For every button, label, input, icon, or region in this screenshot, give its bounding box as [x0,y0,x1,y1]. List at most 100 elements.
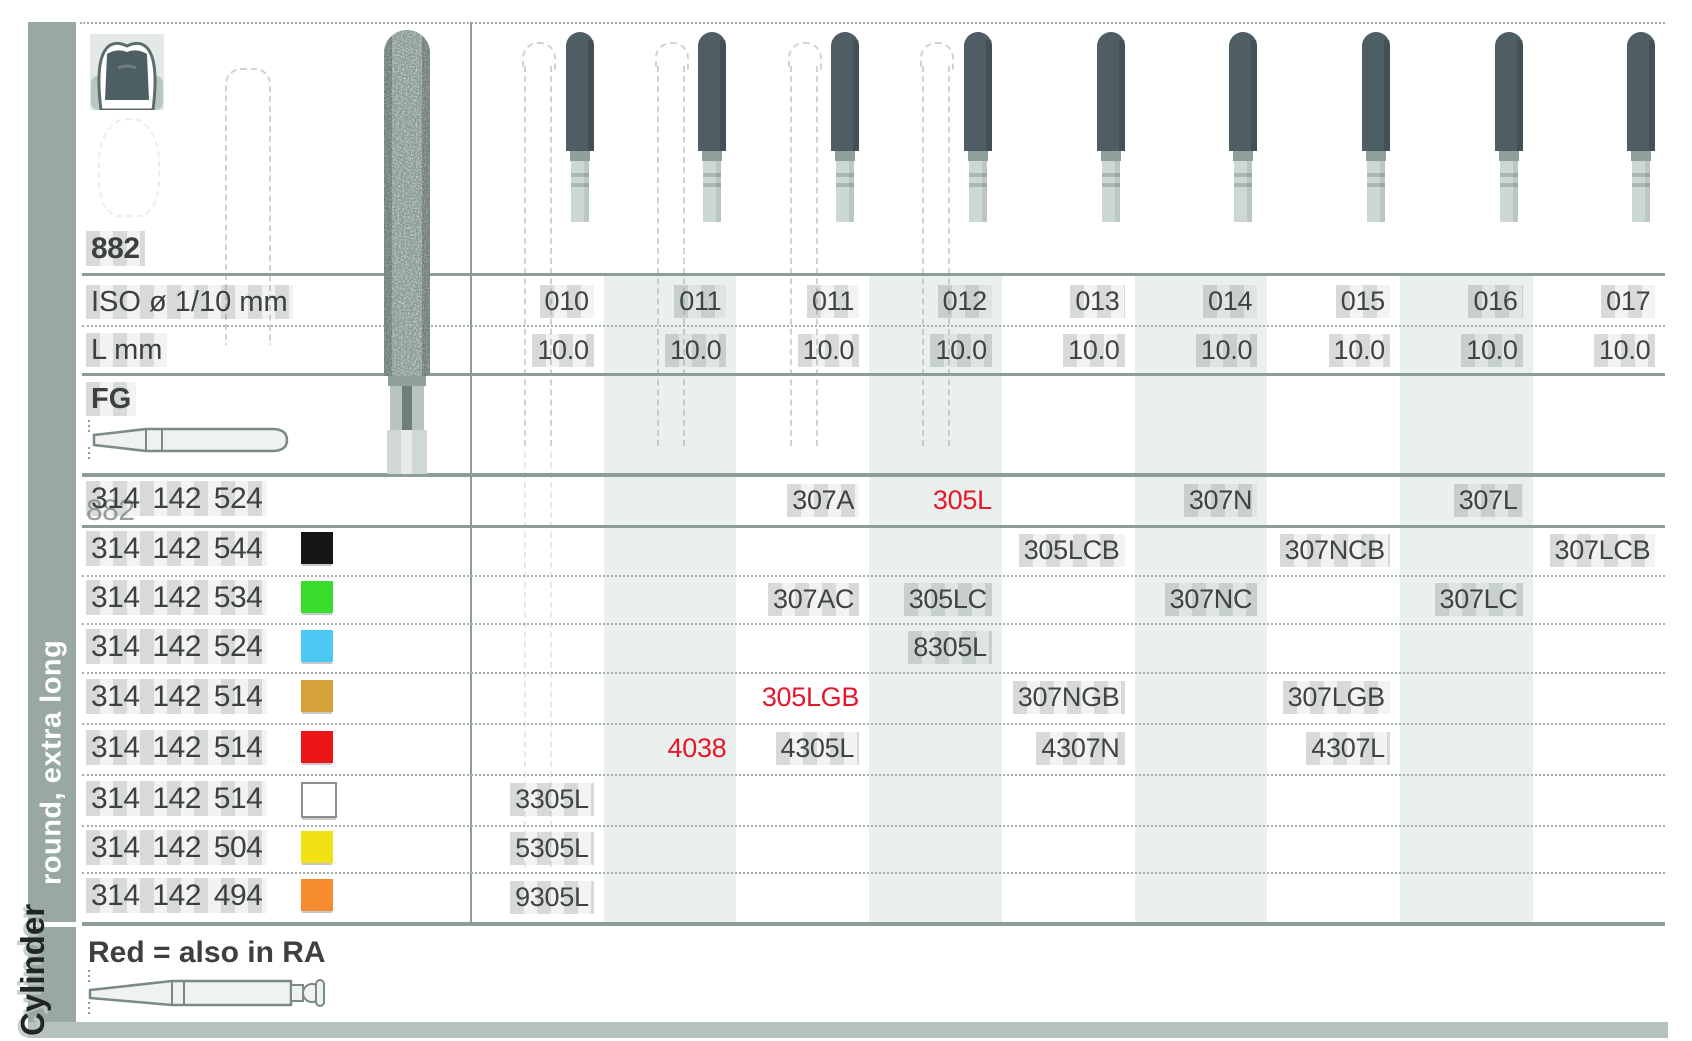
column-stripe [1399,273,1533,922]
product-number: 307N [1183,483,1258,517]
order-code-text: 314 142 514 [86,678,268,714]
product-number: 307L [1453,483,1523,517]
tooth-icon [90,34,164,115]
product-cell: 4305L [689,732,860,766]
rule-iso-l [82,325,1665,327]
ghost-bur-line [550,452,553,867]
bur-photo-column [1491,30,1527,227]
length-value: 10.0 [1461,333,1523,367]
iso-value-cell: 016 [1373,284,1523,318]
length-value: 10.0 [930,333,992,367]
length-value-cell: 10.0 [1107,333,1258,367]
length-value: 10.0 [1593,333,1656,367]
mount-type-label-text: FG [86,382,137,416]
product-number: 307NC [1164,582,1258,616]
top-rule [80,22,1665,24]
product-number: 3305L [510,783,594,816]
grit-ring-gold [301,679,333,712]
mount-type-label: FG [86,382,137,416]
row-separator-solid [82,525,1665,528]
ghost-figure-number: 882 [86,494,135,528]
product-number: 307LC [1434,582,1523,616]
length-value: 10.0 [532,333,594,367]
iso-value: 011 [806,284,860,318]
order-code: 314 142 544 [86,531,268,566]
order-code-text: 314 142 524 [86,628,268,664]
product-number: 307LGB [1282,681,1390,714]
length-value-cell: 10.0 [842,333,992,367]
order-code: 314 142 514 [86,678,268,714]
grit-ring-blue [301,629,333,662]
iso-value: 012 [937,284,992,318]
product-cell: 4038 [556,732,727,766]
column-stripe [1134,273,1268,922]
ghost-bur-outline [225,68,271,345]
order-code-text: 314 142 544 [86,531,268,566]
row-separator-dotted [82,672,1665,674]
grit-ring-white [301,781,337,818]
product-number-red: 305L [932,484,992,515]
iso-value-cell: 010 [444,284,594,318]
column-stripe [603,273,737,922]
figure-number: 882 [86,231,145,266]
length-value-cell: 10.0 [444,333,594,367]
product-cell: 307AC [689,582,860,616]
order-code-text: 314 142 524 [86,481,268,516]
bur-photo-column [827,30,863,227]
product-cell: 5305L [424,832,594,866]
order-code: 314 142 514 [86,729,268,765]
order-code-text: 314 142 494 [86,878,268,913]
ghost-bur-cap [522,42,557,70]
ghost-bur-line [922,66,925,446]
ghost-bur-cap [655,42,690,70]
product-number: 307NGB [1012,681,1125,714]
length-row-label: L mm [86,333,168,367]
bur-photo-column [960,30,996,227]
iso-value-cell: 015 [1240,284,1390,318]
sidebar-band [28,22,76,1022]
ra-shank-icon [86,968,336,1023]
product-number: 9305L [510,880,594,914]
product-cell: 305LGB [689,681,860,715]
ghost-bur-line [815,66,818,446]
product-number: 8305L [908,631,992,664]
ghost-bur-cap [920,42,955,70]
iso-value: 010 [539,284,594,318]
bur-photo-column [1623,30,1659,227]
grit-ring-yellow [301,830,333,863]
iso-value: 013 [1070,284,1125,318]
product-number: 305LC [903,582,992,616]
product-number: 305LCB [1018,533,1125,567]
length-row-label-text: L mm [86,333,168,367]
bur-photo-column [694,30,730,227]
row-separator-dotted [82,872,1665,874]
iso-value: 016 [1468,284,1523,318]
sidebar-category-label-text: Cylinder [14,903,51,1037]
product-number-red: 4038 [667,733,727,763]
ghost-bur-line [524,452,527,867]
iso-value-cell: 014 [1107,284,1258,318]
rule-below-l [82,373,1665,376]
rule-below-fg [82,473,1665,477]
product-cell: 307NGB [955,681,1125,715]
column-stripe [869,273,1002,922]
product-cell: 307LCB [1485,533,1656,567]
grit-ring-red [301,730,333,763]
rule-above-iso [82,273,1665,276]
product-cell: 4307N [955,732,1125,766]
length-value-cell: 10.0 [709,333,860,367]
bur-photo-column [562,30,598,227]
length-value-cell: 10.0 [1240,333,1390,367]
order-code: 314 142 514 [86,780,268,816]
product-number: 4307N [1036,732,1125,765]
product-cell: 3305L [424,783,594,817]
product-cell: 307LC [1353,582,1523,616]
product-number: 307NCB [1279,533,1390,567]
product-number: 307A [787,483,860,517]
product-number: 5305L [510,832,594,865]
iso-value-cell: 012 [842,284,992,318]
sidebar-shape-label-text: round, extra long [35,639,68,885]
footer-note-text: Red = also in RA [88,936,326,969]
product-number: 307LCB [1549,533,1656,567]
product-cell: 4307L [1220,732,1390,766]
